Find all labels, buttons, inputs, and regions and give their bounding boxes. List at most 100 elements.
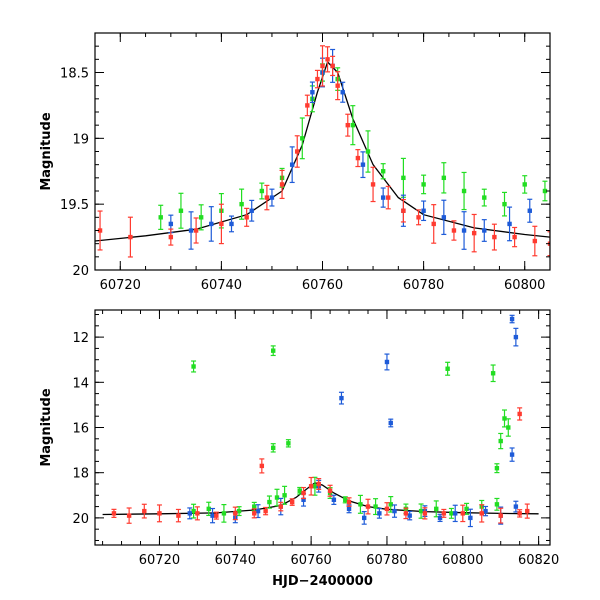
data-point [517, 509, 523, 518]
data-point [481, 219, 487, 242]
data-point [127, 216, 133, 258]
data-point [270, 443, 276, 453]
data-point [345, 113, 351, 137]
y-tick-label: 12 [72, 331, 89, 346]
model-curve [95, 60, 550, 242]
data-point [524, 503, 530, 519]
data-point [441, 162, 447, 194]
data-point [158, 204, 164, 230]
data-point [491, 223, 497, 251]
data-point [448, 507, 454, 519]
data-point [494, 497, 500, 511]
data-point [304, 94, 310, 117]
data-point [445, 361, 451, 376]
x-tick-label: 60740 [215, 553, 256, 568]
data-point [416, 209, 422, 226]
data-point [422, 507, 428, 520]
data-point [384, 502, 390, 516]
data-point [513, 327, 519, 347]
data-point [509, 314, 515, 324]
data-point [542, 180, 548, 202]
y-tick-label: 18.5 [60, 67, 89, 82]
data-point [259, 458, 265, 474]
data-point [208, 206, 214, 242]
data-point [467, 508, 473, 528]
data-point [294, 135, 300, 168]
data-point [507, 206, 513, 242]
data-point [191, 503, 197, 519]
y-tick-label: 14 [72, 376, 89, 391]
data-point [509, 447, 515, 462]
data-point [301, 486, 307, 500]
data-point [308, 476, 314, 496]
data-point [441, 199, 447, 236]
data-point [335, 71, 341, 101]
data-point [461, 171, 467, 211]
data-point [141, 503, 147, 519]
y-tick-label: 20 [72, 264, 89, 279]
data-point [392, 504, 398, 518]
data-point [274, 488, 280, 507]
data-point [289, 146, 295, 184]
data-point [532, 225, 538, 257]
data-point [483, 505, 489, 517]
plot-area [102, 314, 539, 528]
data-point [340, 81, 346, 103]
x-tick-label: 60760 [302, 278, 343, 293]
data-point [239, 188, 245, 220]
data-point [400, 198, 406, 223]
data-point [249, 199, 255, 222]
data-point [346, 497, 352, 507]
data-point [370, 166, 376, 203]
y-axis-label: Magnitude [39, 388, 54, 467]
data-point [350, 105, 356, 146]
data-point [198, 204, 204, 231]
data-point [229, 215, 234, 233]
data-point [289, 498, 295, 506]
data-point [421, 200, 427, 222]
data-point [355, 149, 361, 168]
data-point [360, 151, 366, 179]
data-point [380, 187, 386, 208]
data-point [325, 46, 331, 73]
x-tick-label: 60720 [139, 553, 180, 568]
y-axis-label: Magnitude [39, 112, 54, 191]
data-point [314, 69, 320, 89]
data-point [221, 503, 227, 523]
x-tick-label: 60800 [442, 553, 483, 568]
data-point [498, 432, 504, 450]
data-point [481, 188, 487, 207]
data-point [451, 220, 457, 241]
data-point [316, 478, 322, 490]
data-point [376, 507, 382, 519]
x-tick-label: 60780 [366, 553, 407, 568]
data-point [126, 507, 132, 524]
data-point [357, 494, 363, 514]
data-point [452, 504, 458, 523]
data-point [365, 498, 371, 515]
data-point [460, 504, 466, 523]
data-point [471, 213, 477, 253]
data-point [97, 210, 103, 251]
data-point [278, 501, 284, 512]
data-point [403, 507, 409, 520]
data-point [187, 507, 193, 520]
data-point [285, 439, 291, 448]
data-point [384, 353, 390, 371]
data-point [527, 198, 533, 223]
data-point [330, 55, 336, 77]
x-axis-label: HJD−2400000 [272, 574, 373, 589]
data-point [299, 117, 305, 160]
model-curve [102, 482, 539, 516]
y-tick-label: 16 [72, 422, 89, 437]
data-point [193, 217, 199, 244]
data-point [522, 175, 528, 194]
data-point [191, 360, 197, 373]
data-point [194, 506, 200, 521]
data-point [400, 157, 406, 198]
data-point [188, 211, 194, 250]
x-tick-label: 60780 [403, 278, 444, 293]
top-panel: 60720 60740 60760 60780 60800 18.5 19 19.5 20 Mag… [39, 32, 551, 293]
y-tick-label: 19.5 [60, 198, 89, 213]
